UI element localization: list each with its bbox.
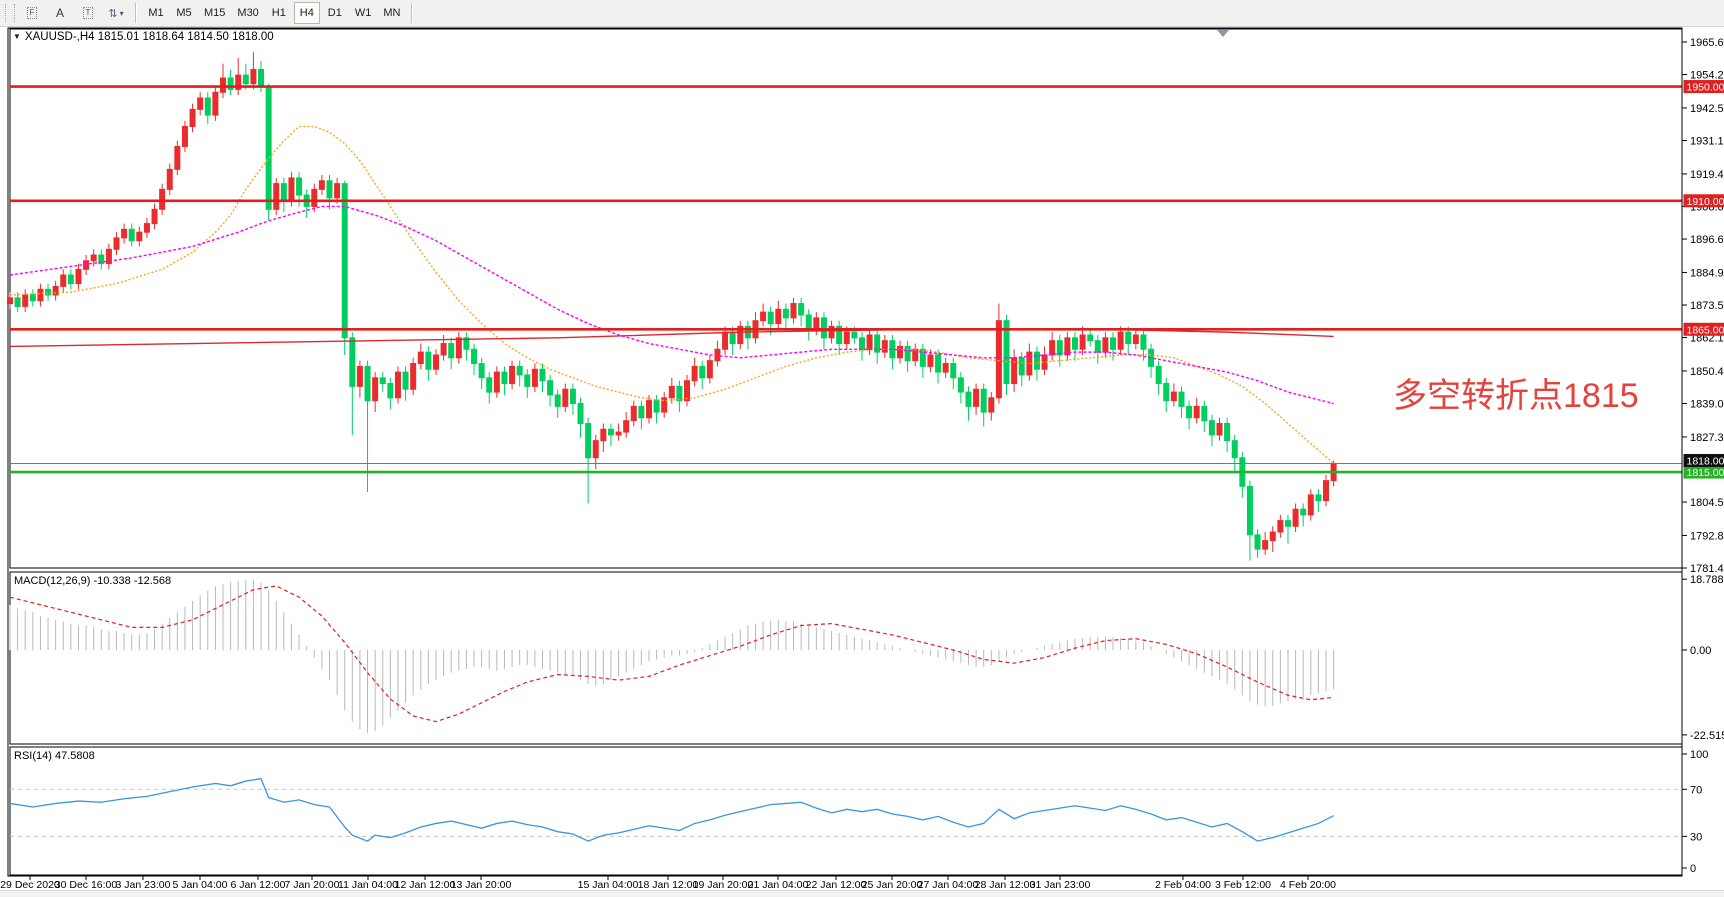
price-axis[interactable]: 1965.601954.201942.501931.101919.401908.… — [1681, 28, 1724, 875]
time-tick-label: 28 Jan 12:00 — [975, 879, 1036, 891]
ma-magenta-line — [9, 205, 1334, 405]
price-tick-label: 1884.90 — [1690, 267, 1724, 279]
rsi-tick-label: 0 — [1690, 863, 1696, 875]
font-a-icon-button[interactable]: A — [47, 2, 73, 24]
tf-button-h4[interactable]: H4 — [293, 2, 320, 24]
macd-indicator — [9, 579, 1335, 733]
rsi-label: RSI(14) 47.5808 — [14, 750, 95, 762]
macd-label: MACD(12,26,9) -10.338 -12.568 — [14, 575, 171, 587]
status-strip — [0, 890, 1724, 897]
price-tick-label: 1873.50 — [1690, 300, 1724, 312]
price-tick-label: 1954.20 — [1690, 70, 1724, 82]
price-badge — [1683, 80, 1724, 94]
macd-tick-label: 18.788 — [1690, 574, 1724, 586]
text-t-icon-button[interactable]: T — [75, 2, 101, 24]
price-tick-label: 1850.40 — [1690, 366, 1724, 378]
main-pane — [9, 28, 1683, 569]
text-t-icon: T — [82, 7, 94, 19]
tf-button-mn[interactable]: MN — [378, 2, 405, 24]
rsi-tick-label: 100 — [1690, 749, 1708, 761]
price-tick-label: 1919.40 — [1690, 169, 1724, 181]
time-tick-label: 2 Feb 04:00 — [1155, 879, 1211, 891]
arrange-icon-button[interactable]: ⇅ ▾ — [103, 2, 129, 24]
time-tick-label: 15 Jan 04:00 — [578, 879, 639, 891]
time-tick-label: 3 Jan 23:00 — [116, 879, 171, 891]
price-badge — [1683, 194, 1724, 208]
toolbar: F A T ⇅ ▾ M1 M5 M15 M30 H1 H4 D1 W1 MN — [0, 0, 1724, 27]
candles-series — [7, 52, 1337, 561]
tf-button-m1[interactable]: M1 — [143, 2, 169, 24]
rsi-pane — [9, 746, 1683, 876]
annotation-text: 多空转折点1815 — [1393, 377, 1639, 415]
toolbar-separator-2 — [411, 3, 414, 23]
time-tick-label: 3 Feb 12:00 — [1215, 879, 1271, 891]
price-tick-label: 1804.50 — [1690, 497, 1724, 509]
rsi-tick-label: 30 — [1690, 831, 1702, 843]
time-tick-label: 27 Jan 04:00 — [918, 879, 979, 891]
toolbar-separator — [135, 3, 137, 23]
rsi-line — [9, 777, 1334, 842]
svg-text:1910.00: 1910.00 — [1687, 196, 1724, 208]
rsi-indicator — [9, 777, 1682, 842]
tf-button-m5[interactable]: M5 — [171, 2, 197, 24]
arrange-arrows-icon: ⇅ — [108, 7, 118, 20]
svg-text:1950.00: 1950.00 — [1687, 82, 1724, 94]
price-tick-label: 1792.80 — [1690, 530, 1724, 542]
time-tick-label: 11 Jan 04:00 — [338, 879, 398, 891]
price-tick-label: 1896.60 — [1690, 234, 1724, 246]
ohlc-values: 1815.01 1818.64 1814.50 1818.00 — [94, 31, 274, 43]
tf-button-m15[interactable]: M15 — [199, 2, 230, 24]
time-tick-label: 18 Jan 12:00 — [638, 879, 699, 891]
symbol-ohlc-line[interactable]: ▼ XAUUSD-,H4 1815.01 1818.64 1814.50 1818… — [13, 31, 274, 43]
time-tick-label: 25 Jan 20:00 — [862, 879, 923, 891]
price-badge — [1683, 322, 1724, 336]
rsi-tick-label: 70 — [1690, 784, 1702, 796]
price-tick-label: 1839.00 — [1690, 399, 1724, 411]
macd-tick-label: -22.515 — [1690, 730, 1724, 742]
symbol-label: XAUUSD-,H4 — [24, 31, 95, 43]
font-a-icon: A — [55, 6, 64, 20]
moving-averages — [9, 125, 1335, 465]
svg-text:1815.00: 1815.00 — [1687, 467, 1724, 479]
macd-tick-label: 0.00 — [1690, 645, 1711, 657]
ma-red-line — [9, 328, 1334, 348]
price-tick-label: 1965.60 — [1690, 37, 1724, 49]
collapse-arrow-icon[interactable]: ▼ — [13, 32, 21, 41]
price-badge — [1683, 465, 1724, 479]
time-tick-label: 5 Jan 04:00 — [173, 879, 228, 891]
svg-text:1865.00: 1865.00 — [1687, 324, 1724, 336]
horizontal-levels[interactable] — [10, 85, 1682, 474]
time-tick-label: 21 Jan 04:00 — [748, 879, 809, 891]
price-tick-label: 1781.40 — [1690, 563, 1724, 575]
time-tick-label: 12 Jan 12:00 — [395, 879, 456, 891]
chart-shift-marker[interactable] — [1217, 30, 1229, 37]
grid-f-icon: F — [26, 7, 38, 19]
time-tick-label: 7 Jan 20:00 — [285, 879, 340, 891]
time-tick-label: 13 Jan 20:00 — [451, 879, 512, 891]
time-tick-label: 6 Jan 12:00 — [231, 879, 286, 891]
tf-button-h1[interactable]: H1 — [266, 2, 292, 24]
tf-button-w1[interactable]: W1 — [350, 2, 377, 24]
time-tick-label: 19 Jan 20:00 — [693, 879, 754, 891]
price-badge — [1683, 453, 1724, 467]
price-tick-label: 1931.10 — [1690, 136, 1724, 148]
macd-pane — [9, 571, 1683, 745]
price-tick-label: 1942.50 — [1690, 103, 1724, 115]
time-tick-label: 31 Jan 23:00 — [1030, 879, 1091, 891]
macd-signal-line — [9, 585, 1334, 723]
time-tick-label: 29 Dec 2020 — [0, 879, 60, 891]
svg-text:1818.00: 1818.00 — [1687, 455, 1724, 467]
time-tick-label: 4 Feb 20:00 — [1280, 879, 1336, 891]
price-tick-label: 1827.30 — [1690, 432, 1724, 444]
grid-f-icon-button[interactable]: F — [19, 2, 45, 24]
time-tick-label: 30 Dec 16:00 — [55, 879, 118, 891]
chevron-down-icon: ▾ — [119, 8, 124, 18]
tf-button-d1[interactable]: D1 — [322, 2, 348, 24]
time-tick-label: 22 Jan 12:00 — [806, 879, 867, 891]
tf-button-m30[interactable]: M30 — [232, 2, 263, 24]
toolbar-grip[interactable] — [5, 4, 15, 22]
